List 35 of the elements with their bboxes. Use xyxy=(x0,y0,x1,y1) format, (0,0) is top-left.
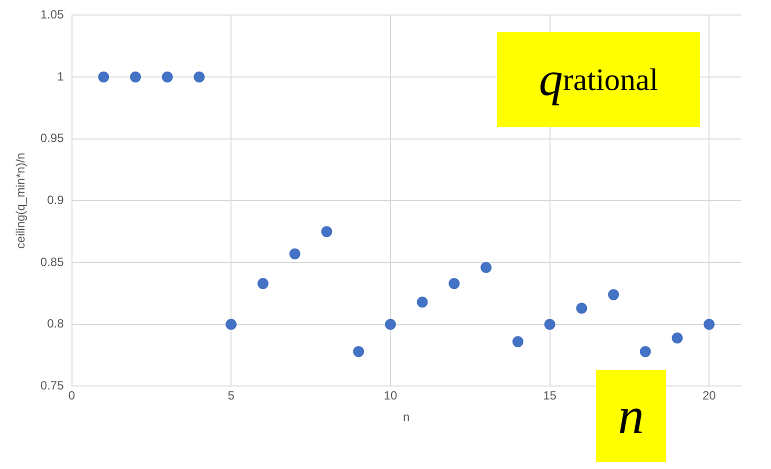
point xyxy=(321,226,332,238)
point xyxy=(98,72,110,83)
y-tick-label: 1 xyxy=(57,69,64,84)
y-tick-label: 0.8 xyxy=(47,316,64,331)
x-axis-title: n xyxy=(403,410,410,424)
point xyxy=(544,318,556,330)
point xyxy=(130,72,141,83)
point xyxy=(448,278,460,290)
text: n xyxy=(596,370,666,462)
point xyxy=(416,296,428,308)
y-tick-label: 0.95 xyxy=(40,131,64,146)
point xyxy=(226,318,237,330)
point xyxy=(257,278,268,290)
y-tick-label: 0.85 xyxy=(40,254,64,269)
point xyxy=(576,302,588,314)
point xyxy=(384,318,396,330)
point xyxy=(608,289,620,300)
point xyxy=(353,346,364,358)
point xyxy=(194,72,205,83)
point xyxy=(480,262,492,273)
x-tick-label: 20 xyxy=(702,388,716,403)
y-tick-label: 0.75 xyxy=(40,378,64,393)
y-tick-label: 1.05 xyxy=(40,8,64,22)
y-axis-title: ceiling(q_min*n)/n xyxy=(14,152,28,249)
point xyxy=(672,332,683,344)
x-tick-label: 5 xyxy=(228,388,235,403)
point xyxy=(512,336,524,348)
point xyxy=(289,248,300,260)
x-tick-label: 0 xyxy=(68,388,76,403)
y-tick-label: 0.9 xyxy=(47,193,64,208)
x-tick-label: 15 xyxy=(543,388,557,403)
point xyxy=(704,318,715,330)
x-tick-label: 10 xyxy=(384,388,398,403)
point xyxy=(640,346,651,358)
point xyxy=(162,72,173,83)
